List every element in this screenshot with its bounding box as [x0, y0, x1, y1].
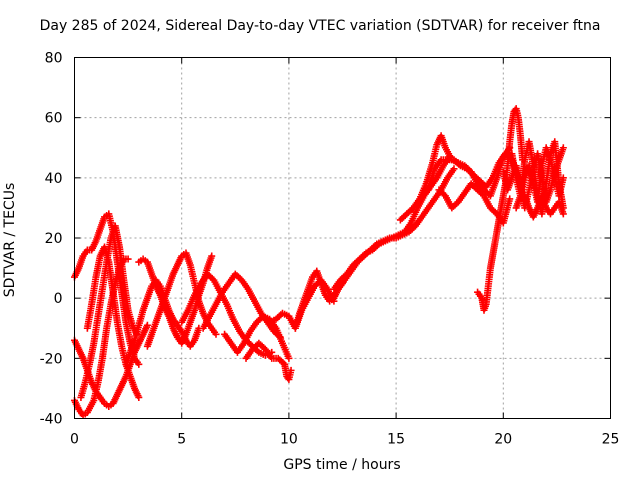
- y-tick-label: 20: [45, 231, 63, 247]
- data-point: [559, 210, 567, 218]
- data-points: [71, 105, 567, 419]
- x-tick-label: 0: [70, 432, 79, 448]
- plot-frame: [74, 57, 611, 419]
- y-tick-label: 40: [45, 171, 63, 187]
- data-point: [143, 321, 151, 329]
- data-point: [285, 354, 293, 362]
- y-axis-label-wrapper: SDTVAR / TECUs: [2, 183, 18, 298]
- x-tick-label: 15: [387, 432, 405, 448]
- y-tick-label: -40: [40, 412, 63, 428]
- x-tick-label: 25: [602, 432, 620, 448]
- y-tick-label: 80: [45, 51, 63, 67]
- x-axis-label: GPS time / hours: [283, 457, 401, 473]
- data-point: [124, 255, 132, 263]
- x-tick-label: 10: [280, 432, 298, 448]
- y-axis-label: SDTVAR / TECUs: [2, 182, 18, 298]
- data-point: [208, 252, 216, 260]
- chart-title: Day 285 of 2024, Sidereal Day-to-day VTE…: [39, 18, 601, 34]
- y-tick-label: -20: [40, 351, 63, 367]
- y-tick-label: 60: [45, 111, 63, 127]
- data-point: [212, 330, 220, 338]
- tick-labels: 0 5 10 15 20 25 -40 -20 0 20 40 60 80: [40, 51, 620, 448]
- x-tick-label: 5: [177, 432, 186, 448]
- x-tick-label: 20: [494, 432, 512, 448]
- data-point: [559, 174, 567, 182]
- grid-lines: [74, 57, 611, 419]
- data-point: [135, 393, 143, 401]
- data-point: [559, 144, 567, 152]
- data-point: [135, 360, 143, 368]
- data-point: [506, 195, 514, 203]
- data-point: [287, 366, 295, 374]
- data-point: [450, 165, 458, 173]
- y-tick-label: 0: [54, 291, 63, 307]
